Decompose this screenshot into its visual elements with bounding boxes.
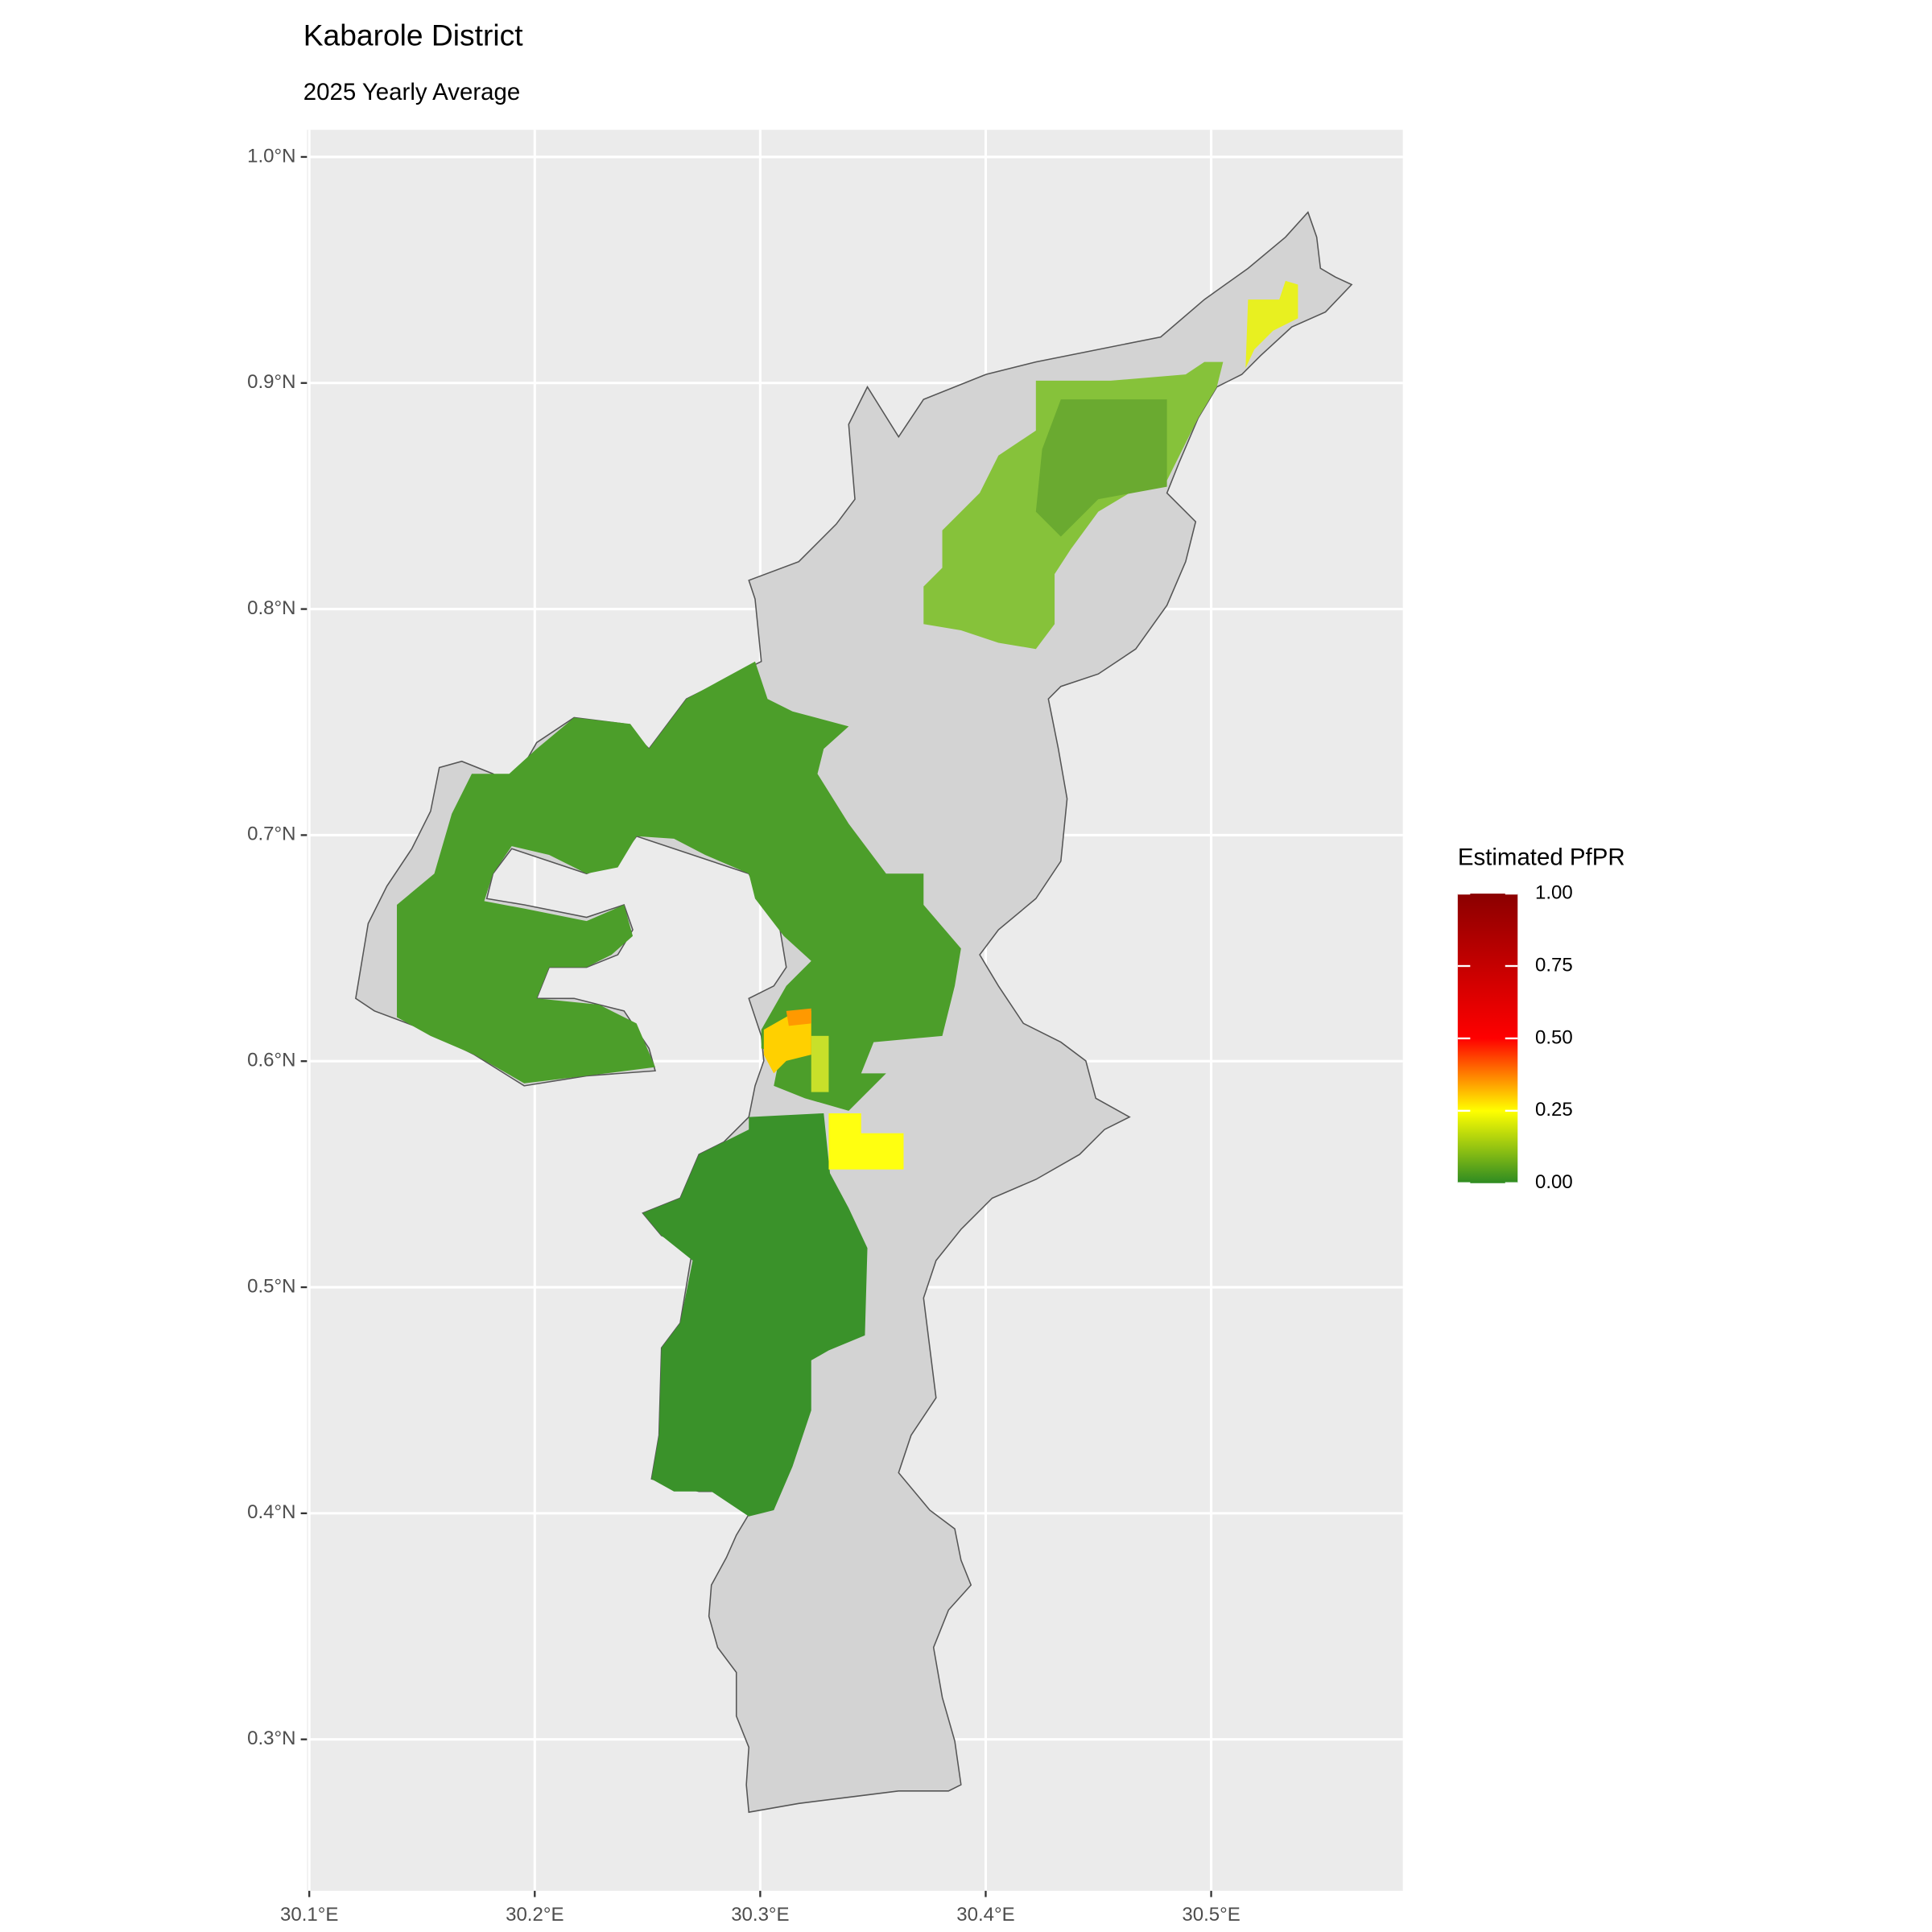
pfpr-cell — [811, 1035, 829, 1092]
legend-title: Estimated PfPR — [1458, 844, 1625, 870]
legend-tick-label: 0.50 — [1535, 1026, 1573, 1048]
y-tick-label: 0.8°N — [247, 597, 295, 619]
pfpr-area-south — [642, 1113, 868, 1517]
y-tick-label: 0.4°N — [247, 1501, 295, 1523]
x-tick-label: 30.2°E — [506, 1904, 564, 1926]
y-tick-label: 0.9°N — [247, 371, 295, 393]
pfpr-area-tip — [1245, 280, 1298, 369]
axes: 30.1°E 30.2°E 30.3°E 30.4°E 30.5°E 0.3°N 0.4°N… — [247, 145, 1241, 1926]
x-tick-label: 30.1°E — [280, 1904, 338, 1926]
x-tick-label: 30.5°E — [1182, 1904, 1240, 1926]
legend-tick-label: 1.00 — [1535, 881, 1573, 903]
pfpr-area-town-peak — [786, 1008, 811, 1026]
pfpr-area-town — [763, 1010, 811, 1074]
x-tick-label: 30.4°E — [956, 1904, 1014, 1926]
pfpr-area-hotspot — [828, 1113, 904, 1170]
map — [355, 211, 1353, 1814]
y-tick-label: 0.7°N — [247, 824, 295, 845]
legend-tick-label: 0.75 — [1535, 954, 1573, 976]
title: Kabarole District — [303, 18, 523, 52]
legend-tick-label: 0.25 — [1535, 1099, 1573, 1121]
legend-tick-label: 0.00 — [1535, 1171, 1573, 1193]
pfpr-area-west — [397, 661, 961, 1111]
y-tick-label: 0.5°N — [247, 1275, 295, 1297]
y-tick-label: 1.0°N — [247, 145, 295, 167]
legend: 1.00 0.75 0.50 0.25 0.00 — [1457, 881, 1573, 1193]
y-tick-label: 0.6°N — [247, 1050, 295, 1071]
y-tick-label: 0.3°N — [247, 1728, 295, 1749]
subtitle: 2025 Yearly Average — [303, 79, 521, 105]
x-tick-label: 30.3°E — [731, 1904, 789, 1926]
pfpr-area-northeast-core — [1035, 399, 1167, 537]
